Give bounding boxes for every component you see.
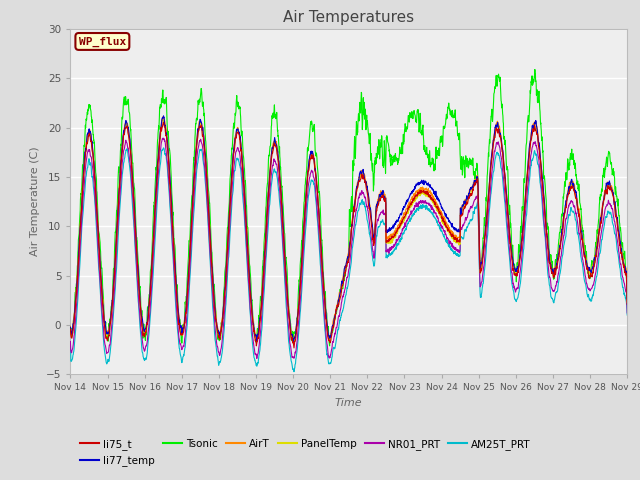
X-axis label: Time: Time — [335, 398, 363, 408]
PanelTemp — [511, 267, 519, 273]
li77_temp — [289, 338, 297, 344]
li77_temp — [623, 296, 631, 302]
AirT — [67, 324, 74, 329]
li75_t — [575, 209, 582, 215]
li77_temp — [511, 266, 519, 272]
PanelTemp — [378, 191, 385, 197]
Line: AM25T_PRT: AM25T_PRT — [70, 148, 627, 372]
Tsonic — [378, 136, 385, 142]
NR01_PRT — [365, 218, 373, 224]
li77_temp — [159, 113, 167, 119]
AM25T_PRT — [511, 296, 519, 302]
AM25T_PRT — [160, 145, 168, 151]
li75_t — [365, 205, 373, 211]
AirT — [290, 337, 298, 343]
li75_t — [290, 345, 298, 351]
li77_temp — [378, 190, 385, 195]
li75_t — [67, 326, 74, 332]
PanelTemp — [290, 340, 298, 346]
li75_t — [222, 277, 230, 283]
AM25T_PRT — [623, 312, 631, 318]
NR01_PRT — [590, 279, 598, 285]
AM25T_PRT — [378, 219, 385, 225]
NR01_PRT — [623, 310, 631, 316]
li75_t — [623, 301, 631, 307]
AirT — [365, 198, 373, 204]
Text: WP_flux: WP_flux — [79, 36, 126, 47]
li77_temp — [365, 201, 373, 206]
AirT — [623, 296, 631, 301]
AirT — [378, 189, 385, 194]
PanelTemp — [623, 300, 631, 305]
PanelTemp — [365, 200, 373, 205]
li75_t — [378, 195, 385, 201]
Tsonic — [365, 136, 373, 142]
AM25T_PRT — [67, 339, 74, 345]
Legend: li75_t, li77_temp, Tsonic, AirT, PanelTemp, NR01_PRT, AM25T_PRT: li75_t, li77_temp, Tsonic, AirT, PanelTe… — [76, 435, 535, 470]
Tsonic — [623, 299, 631, 304]
AM25T_PRT — [290, 369, 298, 374]
Line: PanelTemp: PanelTemp — [70, 119, 627, 343]
Line: NR01_PRT: NR01_PRT — [70, 138, 627, 359]
Line: li77_temp: li77_temp — [70, 116, 627, 341]
li77_temp — [575, 210, 582, 216]
NR01_PRT — [222, 287, 230, 293]
li75_t — [511, 271, 519, 277]
NR01_PRT — [378, 209, 385, 215]
Tsonic — [590, 256, 598, 262]
li77_temp — [590, 259, 598, 264]
NR01_PRT — [159, 135, 167, 141]
li77_temp — [222, 269, 230, 275]
Line: AirT: AirT — [70, 117, 627, 340]
PanelTemp — [575, 209, 582, 215]
Tsonic — [531, 67, 539, 72]
Tsonic — [575, 188, 582, 193]
Y-axis label: Air Temperature (C): Air Temperature (C) — [31, 147, 40, 256]
Tsonic — [222, 264, 230, 270]
Tsonic — [326, 343, 333, 349]
NR01_PRT — [253, 356, 260, 361]
NR01_PRT — [575, 227, 582, 232]
Line: Tsonic: Tsonic — [70, 70, 627, 346]
AM25T_PRT — [590, 288, 598, 294]
PanelTemp — [159, 116, 166, 121]
PanelTemp — [222, 271, 230, 277]
Line: li75_t: li75_t — [70, 122, 627, 348]
Tsonic — [67, 324, 74, 329]
AirT — [590, 260, 598, 265]
li75_t — [590, 264, 598, 269]
AirT — [575, 205, 582, 211]
AM25T_PRT — [222, 301, 230, 307]
NR01_PRT — [511, 287, 519, 293]
Title: Air Temperatures: Air Temperatures — [284, 10, 414, 25]
li77_temp — [67, 324, 74, 330]
PanelTemp — [67, 325, 74, 331]
AM25T_PRT — [365, 231, 373, 237]
AirT — [222, 269, 230, 275]
NR01_PRT — [67, 338, 74, 344]
li75_t — [159, 120, 167, 125]
AirT — [159, 114, 167, 120]
AirT — [511, 267, 519, 273]
PanelTemp — [590, 262, 598, 268]
Tsonic — [511, 265, 518, 271]
AM25T_PRT — [575, 233, 582, 239]
